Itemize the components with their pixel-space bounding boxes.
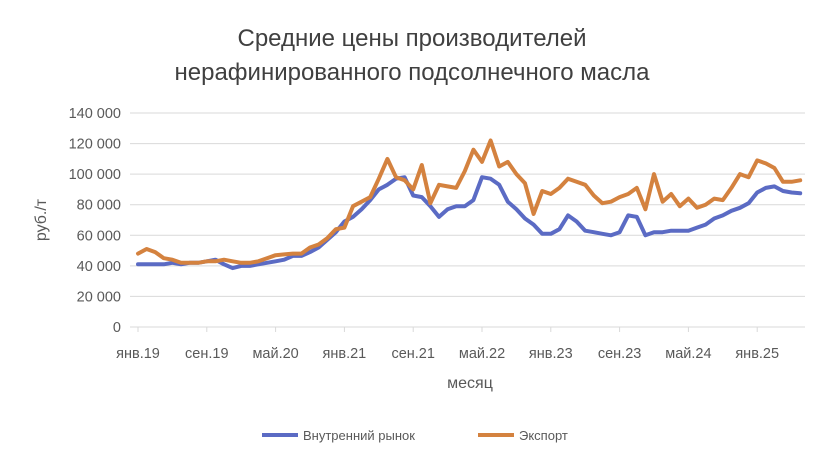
x-axis-label: месяц [447, 375, 493, 392]
x-tick-label: янв.25 [735, 346, 779, 362]
x-tick-label: май.20 [252, 346, 298, 362]
gridlines [130, 112, 805, 328]
y-tick-label: 0 [113, 320, 121, 336]
chart-title-line-2: нерафинированного подсолнечного масла [175, 59, 651, 86]
series-points [137, 177, 801, 269]
y-axis-ticks: 0 20 000 40 000 60 000 80 000 100 000 120 000 1… [69, 106, 121, 336]
x-tick-label: сен.21 [391, 346, 434, 362]
x-tick-label: янв.23 [529, 346, 573, 362]
x-axis-ticks: янв.19 сен.19 май.20 янв.21 сен.21 май.22 янв.… [116, 327, 779, 362]
y-axis-label: руб./т [33, 198, 50, 241]
chart-title-line-1: Средние цены производителей [237, 25, 586, 52]
x-tick-label: янв.19 [116, 346, 160, 362]
x-tick-label: май.22 [459, 346, 505, 362]
y-tick-label: 120 000 [69, 137, 121, 153]
x-tick-label: янв.21 [323, 346, 367, 362]
legend-label-domestic: Внутренний рынок [303, 428, 415, 443]
y-tick-label: 80 000 [77, 198, 121, 214]
x-tick-label: май.24 [665, 346, 711, 362]
series-line-domestic [136, 175, 803, 271]
x-tick-label: сен.19 [185, 346, 228, 362]
y-tick-label: 140 000 [69, 106, 121, 122]
x-tick-label: сен.23 [598, 346, 641, 362]
series-points [137, 140, 801, 263]
y-tick-label: 20 000 [77, 289, 121, 305]
series-line-export [136, 138, 803, 265]
series-lines [136, 138, 803, 271]
y-tick-label: 60 000 [77, 228, 121, 244]
y-tick-label: 40 000 [77, 259, 121, 275]
legend: Внутренний рынок Экспорт [262, 428, 568, 443]
y-tick-label: 100 000 [69, 167, 121, 183]
legend-label-export: Экспорт [519, 428, 568, 443]
